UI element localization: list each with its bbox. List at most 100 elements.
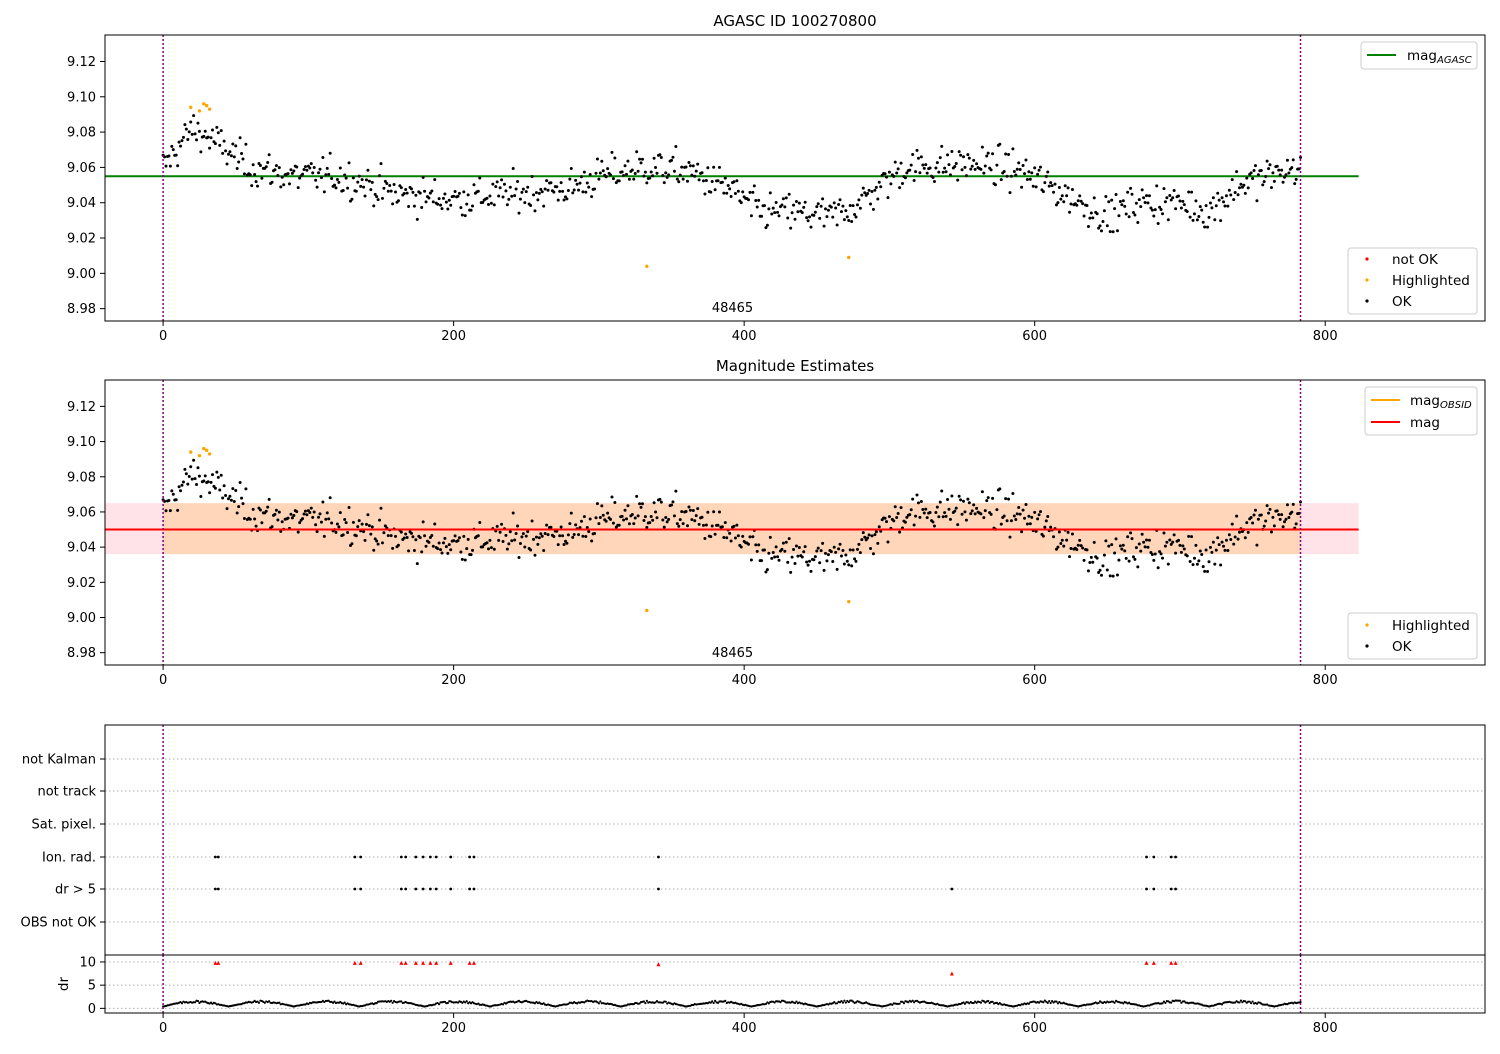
agasc-plot-area [105,35,1485,321]
ok-point [1290,166,1294,170]
ok-point [797,201,801,205]
ok-point [382,531,386,535]
dr-x-tick-label: 400 [732,1021,757,1036]
ok-point [789,570,793,574]
ok-point [967,156,971,160]
dr-point [645,999,648,1003]
ok-point [806,219,810,223]
ok-point [659,156,663,160]
ok-point [921,508,925,512]
ok-point [1007,153,1011,157]
ok-point [1076,543,1080,547]
ok-point [524,190,528,194]
ok-point [415,562,419,566]
ok-point [500,178,504,182]
ok-point [1245,176,1249,180]
ok-point [215,470,219,474]
ok-point [1217,543,1221,547]
ok-point [1230,522,1234,526]
ok-point [378,174,382,178]
ok-point [562,198,566,202]
ok-point [732,524,736,528]
dr-high-point [434,960,439,965]
ok-point [1025,178,1029,182]
ok-point [919,499,923,503]
ok-point [241,157,245,161]
dr-high-point [467,960,472,965]
flag-point [214,887,217,891]
ok-point [346,531,350,535]
ok-point [816,546,820,550]
ok-point [546,188,550,192]
ok-point [379,506,383,510]
ok-point [321,500,325,504]
ok-point [844,209,848,213]
ok-point [328,496,332,500]
ok-point [1253,508,1257,512]
ok-point [500,522,504,526]
dr-high-point [428,960,433,965]
ok-point [590,195,594,199]
dr-point [901,1000,904,1003]
ok-point [985,154,989,158]
ok-point [829,205,833,209]
mag-agasc-legend-sub: AGASC [1436,55,1472,66]
ok-point [1098,568,1102,572]
ok-point [526,185,530,189]
ok-point [489,201,493,205]
ok-point [1255,199,1259,203]
ok-point [540,534,544,538]
ok-point [954,506,958,510]
ok-point [1120,547,1124,551]
ok-point [202,134,206,138]
ok-point [1252,169,1256,173]
ok-point [851,548,855,552]
ok-point [1191,563,1195,567]
ok-point [1249,171,1253,175]
ok-point [176,508,180,512]
ok-point [335,522,339,526]
ok-point [510,194,514,198]
ok-point [324,517,328,521]
ok-point [1046,515,1050,519]
ok-point [1043,181,1047,185]
ok-point [604,519,608,523]
ok-point [1095,212,1099,216]
ok-point [963,510,967,514]
ok-point [529,548,533,552]
ok-point [922,166,926,170]
ok-point [883,172,887,176]
ok-point [876,197,880,201]
legend-box [1347,247,1478,315]
ok-point [274,508,278,512]
ok-point [654,510,658,514]
ok-point [1121,199,1125,203]
ok-point [627,177,631,181]
ok-point [1052,190,1056,194]
ok-point [192,458,196,462]
ok-point [452,194,456,198]
ok-point [787,537,791,541]
ok-point [1068,210,1072,214]
ok-point [717,165,721,169]
ok-point [639,505,643,509]
ok-point [834,206,838,210]
ok-point [1065,538,1069,542]
agasc-y-tick-label: 9.06 [67,161,96,176]
flag-point [421,887,425,891]
ok-point [633,172,637,176]
ok-point [242,172,246,176]
ok-point [704,523,708,527]
ok-point [478,521,482,525]
ok-point [266,161,270,165]
ok-point [733,192,737,196]
ok-point [670,158,674,162]
ok-point [1044,174,1048,178]
ok-point [203,129,207,133]
dr-point [252,1000,255,1004]
ok-point [1086,569,1090,573]
ok-point [536,198,540,202]
ok-point [989,512,993,516]
dr-point [968,1002,971,1005]
flag-point [472,855,476,859]
